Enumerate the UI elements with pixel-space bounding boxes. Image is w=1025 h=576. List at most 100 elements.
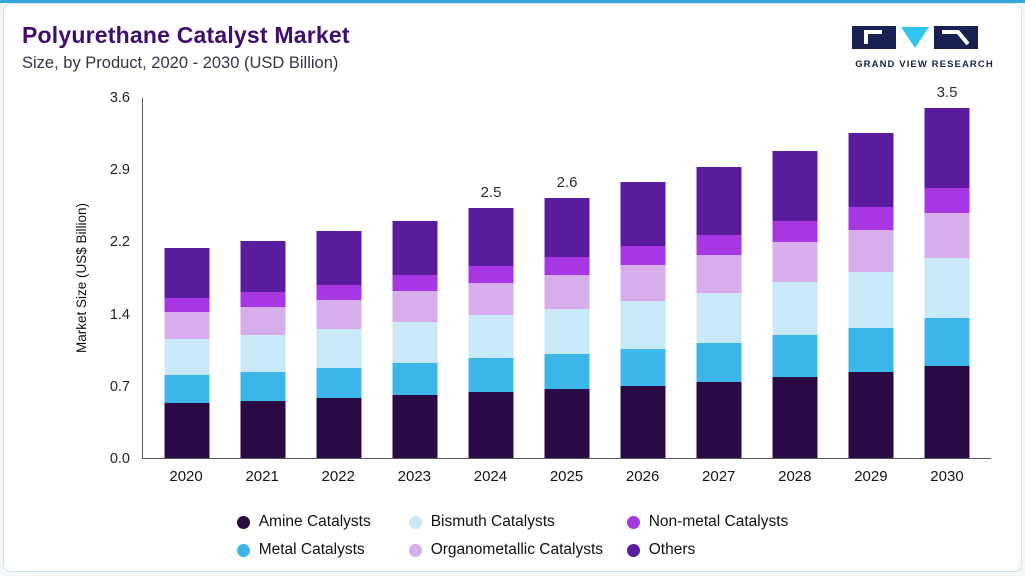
bar-stack — [772, 98, 818, 458]
y-tick-label: 1.4 — [109, 306, 130, 323]
bar-segment-bismuth-catalysts — [316, 329, 362, 368]
bar-segment-metal-catalysts — [468, 358, 514, 392]
x-tick-label: 2024 — [473, 468, 508, 485]
bar-segment-non-metal-catalysts — [848, 207, 894, 230]
bar-2021 — [225, 98, 301, 458]
x-tick-label: 2023 — [397, 468, 432, 485]
bar-segment-bismuth-catalysts — [696, 293, 742, 343]
bar-segment-non-metal-catalysts — [392, 275, 438, 292]
bar-segment-amine-catalysts — [316, 398, 362, 458]
bar-stack — [468, 98, 514, 458]
bar-segment-non-metal-catalysts — [924, 188, 970, 213]
chart-region: Market Size (US$ Billion) 3.6 2.9 2.2 1.4 0.… — [68, 84, 991, 489]
bar-segment-amine-catalysts — [848, 372, 894, 458]
bar-segment-organometallic-catalysts — [240, 307, 286, 335]
bar-segment-amine-catalysts — [164, 403, 210, 458]
bar-segment-metal-catalysts — [696, 343, 742, 382]
bar-stack — [544, 98, 590, 458]
legend-label: Organometallic Catalysts — [430, 541, 604, 558]
y-axis-ticks: 3.6 2.9 2.2 1.4 0.7 0.0 — [94, 90, 142, 467]
bar-segment-others — [772, 151, 818, 222]
y-tick-label: 2.2 — [109, 234, 130, 251]
bar-segment-bismuth-catalysts — [620, 301, 666, 349]
bar-stack — [316, 98, 362, 458]
bar-segment-metal-catalysts — [772, 335, 818, 377]
bar-stack — [392, 98, 438, 458]
bar-segment-bismuth-catalysts — [392, 322, 438, 364]
bar-2026 — [605, 98, 681, 458]
bar-segment-amine-catalysts — [620, 386, 666, 458]
legend-item-amine-catalysts: Amine Catalysts — [236, 513, 371, 531]
y-axis-title: Market Size (US$ Billion) — [73, 203, 89, 354]
bar-segment-others — [240, 241, 286, 292]
bar-segment-bismuth-catalysts — [164, 339, 210, 375]
bar-segment-organometallic-catalysts — [924, 213, 970, 258]
bar-2020 — [149, 98, 225, 458]
legend-label: Others — [648, 541, 696, 558]
legend-swatch — [236, 543, 250, 557]
bar-segment-metal-catalysts — [240, 372, 286, 401]
legend-swatch — [236, 515, 250, 529]
bar-stack — [620, 98, 666, 458]
bar-segment-others — [164, 248, 210, 298]
bar-segment-metal-catalysts — [848, 328, 894, 372]
bar-2030: 3.5 — [909, 84, 985, 458]
legend-swatch — [408, 515, 422, 529]
bar-segment-metal-catalysts — [924, 318, 970, 366]
bar-segment-amine-catalysts — [468, 392, 514, 458]
bar-segment-others — [392, 221, 438, 276]
bar-total-label: 2.6 — [556, 174, 578, 191]
bar-segment-amine-catalysts — [240, 401, 286, 458]
x-tick-label: 2028 — [778, 468, 812, 485]
bar-segment-bismuth-catalysts — [468, 315, 514, 358]
bar-segment-non-metal-catalysts — [696, 235, 742, 255]
y-tick-label: 2.9 — [109, 162, 130, 179]
bar-segment-others — [620, 182, 666, 246]
bar-segment-amine-catalysts — [924, 366, 970, 458]
bar-2022 — [301, 98, 377, 458]
legend-label: Non-metal Catalysts — [648, 513, 789, 530]
legend-item-non-metal-catalysts: Non-metal Catalysts — [626, 513, 789, 531]
page-title: Polyurethane Catalyst Market — [22, 22, 350, 48]
bar-segment-non-metal-catalysts — [620, 246, 666, 265]
bar-segment-bismuth-catalysts — [240, 335, 286, 372]
legend-wrap: Amine Catalysts Bismuth Catalysts Non-meta… — [4, 513, 1021, 559]
bar-segment-non-metal-catalysts — [468, 266, 514, 284]
bar-segment-others — [544, 198, 590, 257]
x-tick-label: 2021 — [245, 468, 279, 485]
bar-stack — [924, 98, 970, 458]
bar-segment-amine-catalysts — [544, 389, 590, 458]
bar-stack — [240, 98, 286, 458]
legend-swatch — [626, 515, 640, 529]
brand-logo-text: GRAND VIEW RESEARCH — [855, 59, 994, 70]
top-accent-bar — [0, 0, 1025, 3]
bar-segment-others — [316, 231, 362, 285]
y-tick-label: 3.6 — [109, 90, 130, 106]
y-tick-label: 0.0 — [109, 451, 130, 467]
bar-segment-amine-catalysts — [392, 395, 438, 458]
bar-segment-metal-catalysts — [164, 375, 210, 403]
x-tick-label: 2026 — [625, 468, 660, 485]
bar-total-label: 2.5 — [480, 184, 502, 201]
bar-total-label: 3.5 — [936, 84, 958, 101]
bar-segment-metal-catalysts — [620, 349, 666, 386]
bar-segment-organometallic-catalysts — [772, 242, 818, 282]
plot-column: 2.5 2.6 3.5 2020 2021 2022 2023 2024 2025 2026 20… — [142, 84, 991, 489]
legend-label: Bismuth Catalysts — [430, 513, 555, 530]
y-tick-label: 0.7 — [109, 378, 130, 395]
bar-segment-metal-catalysts — [392, 363, 438, 395]
bar-segment-others — [696, 167, 742, 236]
bar-segment-others — [924, 108, 970, 188]
legend-item-metal-catalysts: Metal Catalysts — [236, 541, 365, 559]
legend-item-others: Others — [626, 541, 696, 559]
x-tick-label: 2025 — [549, 468, 584, 485]
bar-segment-organometallic-catalysts — [544, 275, 590, 309]
x-tick-label: 2020 — [169, 468, 203, 485]
legend-item-bismuth-catalysts: Bismuth Catalysts — [408, 513, 555, 531]
brand-logo-mark — [852, 26, 978, 49]
bar-2024: 2.5 — [453, 98, 529, 458]
x-tick-label: 2022 — [321, 468, 355, 485]
bar-segment-bismuth-catalysts — [924, 258, 970, 318]
plot-area: 2.5 2.6 3.5 — [142, 84, 991, 459]
bar-segment-bismuth-catalysts — [848, 272, 894, 328]
